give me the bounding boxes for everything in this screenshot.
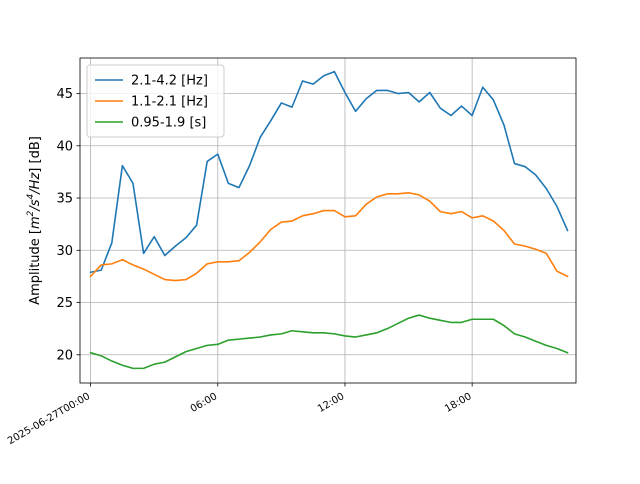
y-tick-label: 35 xyxy=(56,192,73,207)
y-tick-label: 45 xyxy=(56,87,73,102)
plot-frame xyxy=(79,57,577,384)
series-line-3 xyxy=(89,314,569,370)
legend-label-2: 1.1-2.1 [Hz] xyxy=(131,95,208,110)
y-axis-label: Amplitude [m2/s4/Hz] [dB] xyxy=(26,136,43,305)
legend-label-3: 0.95-1.9 [s] xyxy=(131,116,206,131)
y-tick-label: 40 xyxy=(56,139,73,154)
legend-box xyxy=(86,64,225,138)
series-layer xyxy=(89,70,569,370)
y-axis-label-part: ] [dB] xyxy=(28,136,43,173)
series-line-2 xyxy=(89,192,569,282)
series-line-1 xyxy=(89,70,569,274)
grid xyxy=(80,58,576,383)
y-axis-label-part: 4 xyxy=(26,193,36,199)
y-axis-label-part: Amplitude [ xyxy=(28,229,43,305)
y-axis-label-part: / xyxy=(28,205,43,212)
y-axis-label-part: m xyxy=(28,216,43,229)
y-axis-label-part: Hz xyxy=(28,172,43,190)
y-tick-label: 25 xyxy=(56,296,73,311)
y-tick-label: 20 xyxy=(56,348,73,363)
y-tick-label: 30 xyxy=(56,244,73,259)
legend-label-1: 2.1-4.2 [Hz] xyxy=(131,74,208,89)
y-axis-label-part: / xyxy=(28,188,43,195)
y-axis-label-part: s xyxy=(28,199,43,206)
y-axis-label-part: 2 xyxy=(26,210,36,216)
legend: 2.1-4.2 [Hz] 1.1-2.1 [Hz] 0.95-1.9 [s] xyxy=(86,64,225,138)
